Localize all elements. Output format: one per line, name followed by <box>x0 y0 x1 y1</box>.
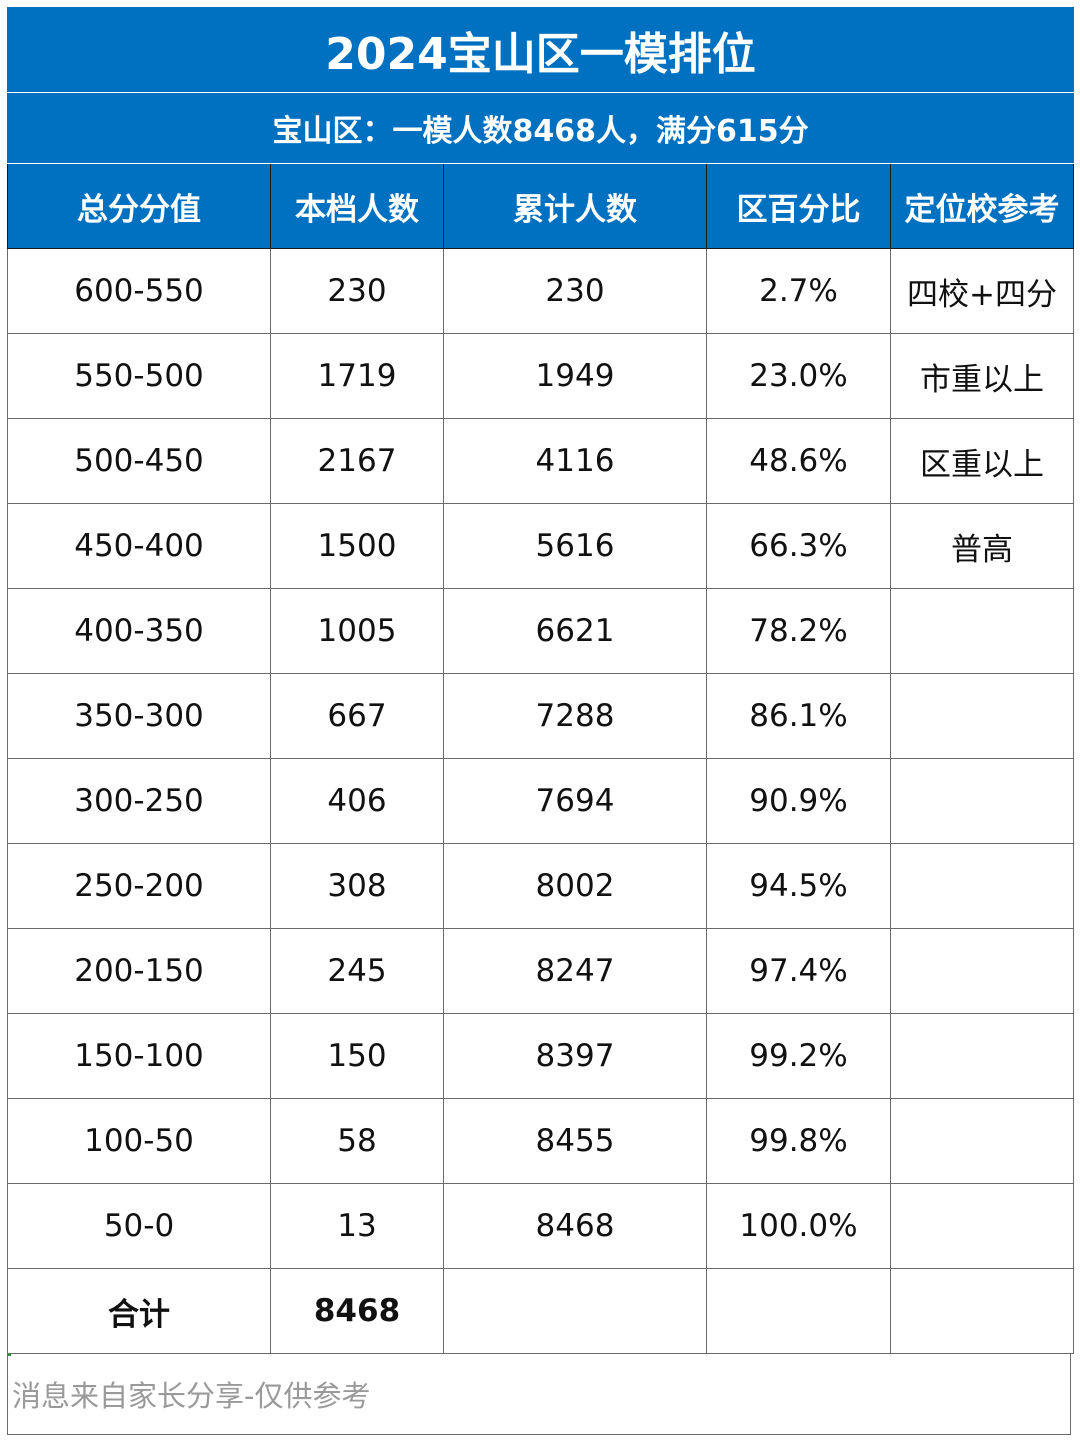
table-row: 450-400 1500 5616 66.3% 普高 <box>7 503 1075 589</box>
cell-district-percent: 23.0% <box>706 333 891 419</box>
table-row: 500-450 2167 4116 48.6% 区重以上 <box>7 418 1075 504</box>
cell-school-reference <box>889 843 1075 929</box>
table-row: 400-350 1005 6621 78.2% <box>7 588 1075 674</box>
table-row: 300-250 406 7694 90.9% <box>7 758 1075 844</box>
cell-score-range: 50-0 <box>7 1183 271 1269</box>
column-header-school-reference: 定位校参考 <box>889 163 1075 249</box>
cell-corner-marker <box>8 1353 11 1356</box>
cell-district-percent: 94.5% <box>706 843 891 929</box>
cell-school-reference <box>889 673 1075 759</box>
cell-school-reference <box>889 588 1075 674</box>
cell-district-percent: 99.8% <box>706 1098 891 1184</box>
cell-school-reference: 普高 <box>889 503 1075 589</box>
cell-score-range: 500-450 <box>7 418 271 504</box>
cell-score-range: 100-50 <box>7 1098 271 1184</box>
subtitle-row: 宝山区：一模人数8468人，满分615分 <box>6 92 1075 164</box>
score-ranking-sheet: 2024宝山区一模排位 宝山区：一模人数8468人，满分615分 总分分值 本档… <box>6 7 1075 1354</box>
cell-band-count: 245 <box>270 928 444 1014</box>
cell-district-percent: 90.9% <box>706 758 891 844</box>
cell-score-range: 450-400 <box>7 503 271 589</box>
cell-district-percent: 100.0% <box>706 1183 891 1269</box>
cell-band-count: 667 <box>270 673 444 759</box>
cell-score-range: 350-300 <box>7 673 271 759</box>
cell-district-percent: 99.2% <box>706 1013 891 1099</box>
cell-band-count: 13 <box>270 1183 444 1269</box>
cell-cumulative-count: 8397 <box>443 1013 707 1099</box>
cell-school-reference <box>889 1098 1075 1184</box>
cell-cumulative-count: 8455 <box>443 1098 707 1184</box>
cell-band-count: 1005 <box>270 588 444 674</box>
cell-band-count: 308 <box>270 843 444 929</box>
cell-school-reference: 四校+四分 <box>889 248 1075 334</box>
column-header-score-range: 总分分值 <box>7 163 271 249</box>
column-header-district-percent: 区百分比 <box>706 163 891 249</box>
cell-band-count: 406 <box>270 758 444 844</box>
cell-district-percent: 66.3% <box>706 503 891 589</box>
cell-cumulative-count: 4116 <box>443 418 707 504</box>
column-header-row: 总分分值 本档人数 累计人数 区百分比 定位校参考 <box>7 163 1075 249</box>
cell-band-count: 1500 <box>270 503 444 589</box>
cell-district-percent: 78.2% <box>706 588 891 674</box>
cell-cumulative-count: 7288 <box>443 673 707 759</box>
total-count: 8468 <box>270 1268 444 1354</box>
cell-school-reference <box>889 928 1075 1014</box>
title-row: 2024宝山区一模排位 <box>6 7 1075 93</box>
cell-district-percent: 2.7% <box>706 248 891 334</box>
cell-cumulative-count: 8468 <box>443 1183 707 1269</box>
cell-district-percent: 48.6% <box>706 418 891 504</box>
cell-band-count: 230 <box>270 248 444 334</box>
cell-band-count: 150 <box>270 1013 444 1099</box>
cell-score-range: 400-350 <box>7 588 271 674</box>
cell-cumulative-count: 6621 <box>443 588 707 674</box>
column-header-cumulative-count: 累计人数 <box>443 163 707 249</box>
table-row: 50-0 13 8468 100.0% <box>7 1183 1075 1269</box>
table-row: 100-50 58 8455 99.8% <box>7 1098 1075 1184</box>
column-header-band-count: 本档人数 <box>270 163 444 249</box>
cell-score-range: 600-550 <box>7 248 271 334</box>
table-row: 600-550 230 230 2.7% 四校+四分 <box>7 248 1075 334</box>
cell-school-reference: 市重以上 <box>889 333 1075 419</box>
cell-school-reference <box>889 1013 1075 1099</box>
cell-cumulative-count: 5616 <box>443 503 707 589</box>
cell-school-reference: 区重以上 <box>889 418 1075 504</box>
cell-district-percent: 86.1% <box>706 673 891 759</box>
table-subtitle: 宝山区：一模人数8468人，满分615分 <box>6 92 1075 164</box>
total-reference <box>889 1268 1075 1354</box>
cell-band-count: 1719 <box>270 333 444 419</box>
cell-score-range: 550-500 <box>7 333 271 419</box>
total-row: 合计 8468 <box>7 1268 1075 1354</box>
cell-score-range: 250-200 <box>7 843 271 929</box>
cell-cumulative-count: 1949 <box>443 333 707 419</box>
cell-cumulative-count: 8247 <box>443 928 707 1014</box>
cell-band-count: 58 <box>270 1098 444 1184</box>
table-row: 150-100 150 8397 99.2% <box>7 1013 1075 1099</box>
table-title: 2024宝山区一模排位 <box>6 7 1075 93</box>
cell-band-count: 2167 <box>270 418 444 504</box>
table-row: 350-300 667 7288 86.1% <box>7 673 1075 759</box>
total-label: 合计 <box>7 1268 271 1354</box>
table-row: 200-150 245 8247 97.4% <box>7 928 1075 1014</box>
cell-cumulative-count: 8002 <box>443 843 707 929</box>
total-cumulative <box>443 1268 707 1354</box>
source-note: 消息来自家长分享-仅供参考 <box>7 1353 1071 1435</box>
cell-school-reference <box>889 1183 1075 1269</box>
cell-cumulative-count: 230 <box>443 248 707 334</box>
cell-score-range: 300-250 <box>7 758 271 844</box>
table-row: 550-500 1719 1949 23.0% 市重以上 <box>7 333 1075 419</box>
cell-school-reference <box>889 758 1075 844</box>
cell-district-percent: 97.4% <box>706 928 891 1014</box>
cell-score-range: 150-100 <box>7 1013 271 1099</box>
source-note-text: 消息来自家长分享-仅供参考 <box>12 1379 371 1413</box>
score-ranking-table: 2024宝山区一模排位 宝山区：一模人数8468人，满分615分 总分分值 本档… <box>6 7 1075 1354</box>
cell-cumulative-count: 7694 <box>443 758 707 844</box>
total-percent <box>706 1268 891 1354</box>
table-row: 250-200 308 8002 94.5% <box>7 843 1075 929</box>
cell-score-range: 200-150 <box>7 928 271 1014</box>
